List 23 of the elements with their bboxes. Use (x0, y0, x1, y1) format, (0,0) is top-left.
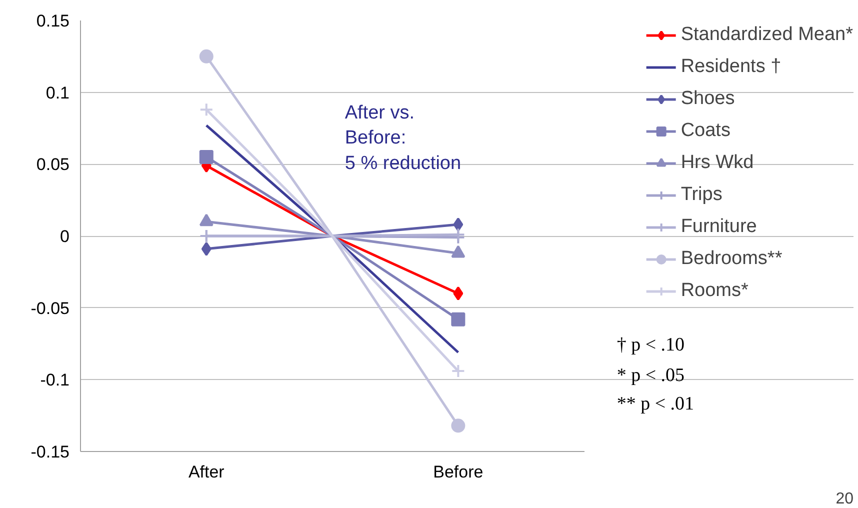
legend-label: Trips (680, 183, 722, 207)
legend-label: Furniture (680, 215, 757, 239)
annotation: After vs. Before: 5 % reduction (344, 102, 462, 174)
y-tick-label: 0.1 (46, 83, 70, 102)
y-tick-label: -0.15 (30, 442, 70, 462)
y-tick-label: 0.15 (36, 12, 70, 30)
text: ** p < .01 (616, 394, 694, 415)
y-tick-label: -0.1 (40, 370, 70, 390)
text: 20 (836, 490, 854, 508)
text: † p < .10 (616, 334, 685, 356)
x-tick-label: After (188, 462, 225, 482)
legend-label: Standardized Mean* (680, 23, 853, 47)
legend-label: Rooms* (680, 279, 748, 303)
legend-label: Residents † (680, 55, 782, 79)
x-tick-label: Before (433, 462, 484, 482)
y-tick-label: -0.05 (30, 298, 70, 318)
text: * p < .05 (616, 364, 685, 386)
legend-label: Coats (680, 119, 730, 143)
legend-label: Hrs Wkd (680, 151, 754, 175)
y-tick-label: 0.05 (36, 155, 70, 174)
y-tick-label: 0 (60, 227, 70, 246)
legend-label: Shoes (680, 87, 735, 111)
legend-label: Bedrooms** (680, 247, 782, 271)
